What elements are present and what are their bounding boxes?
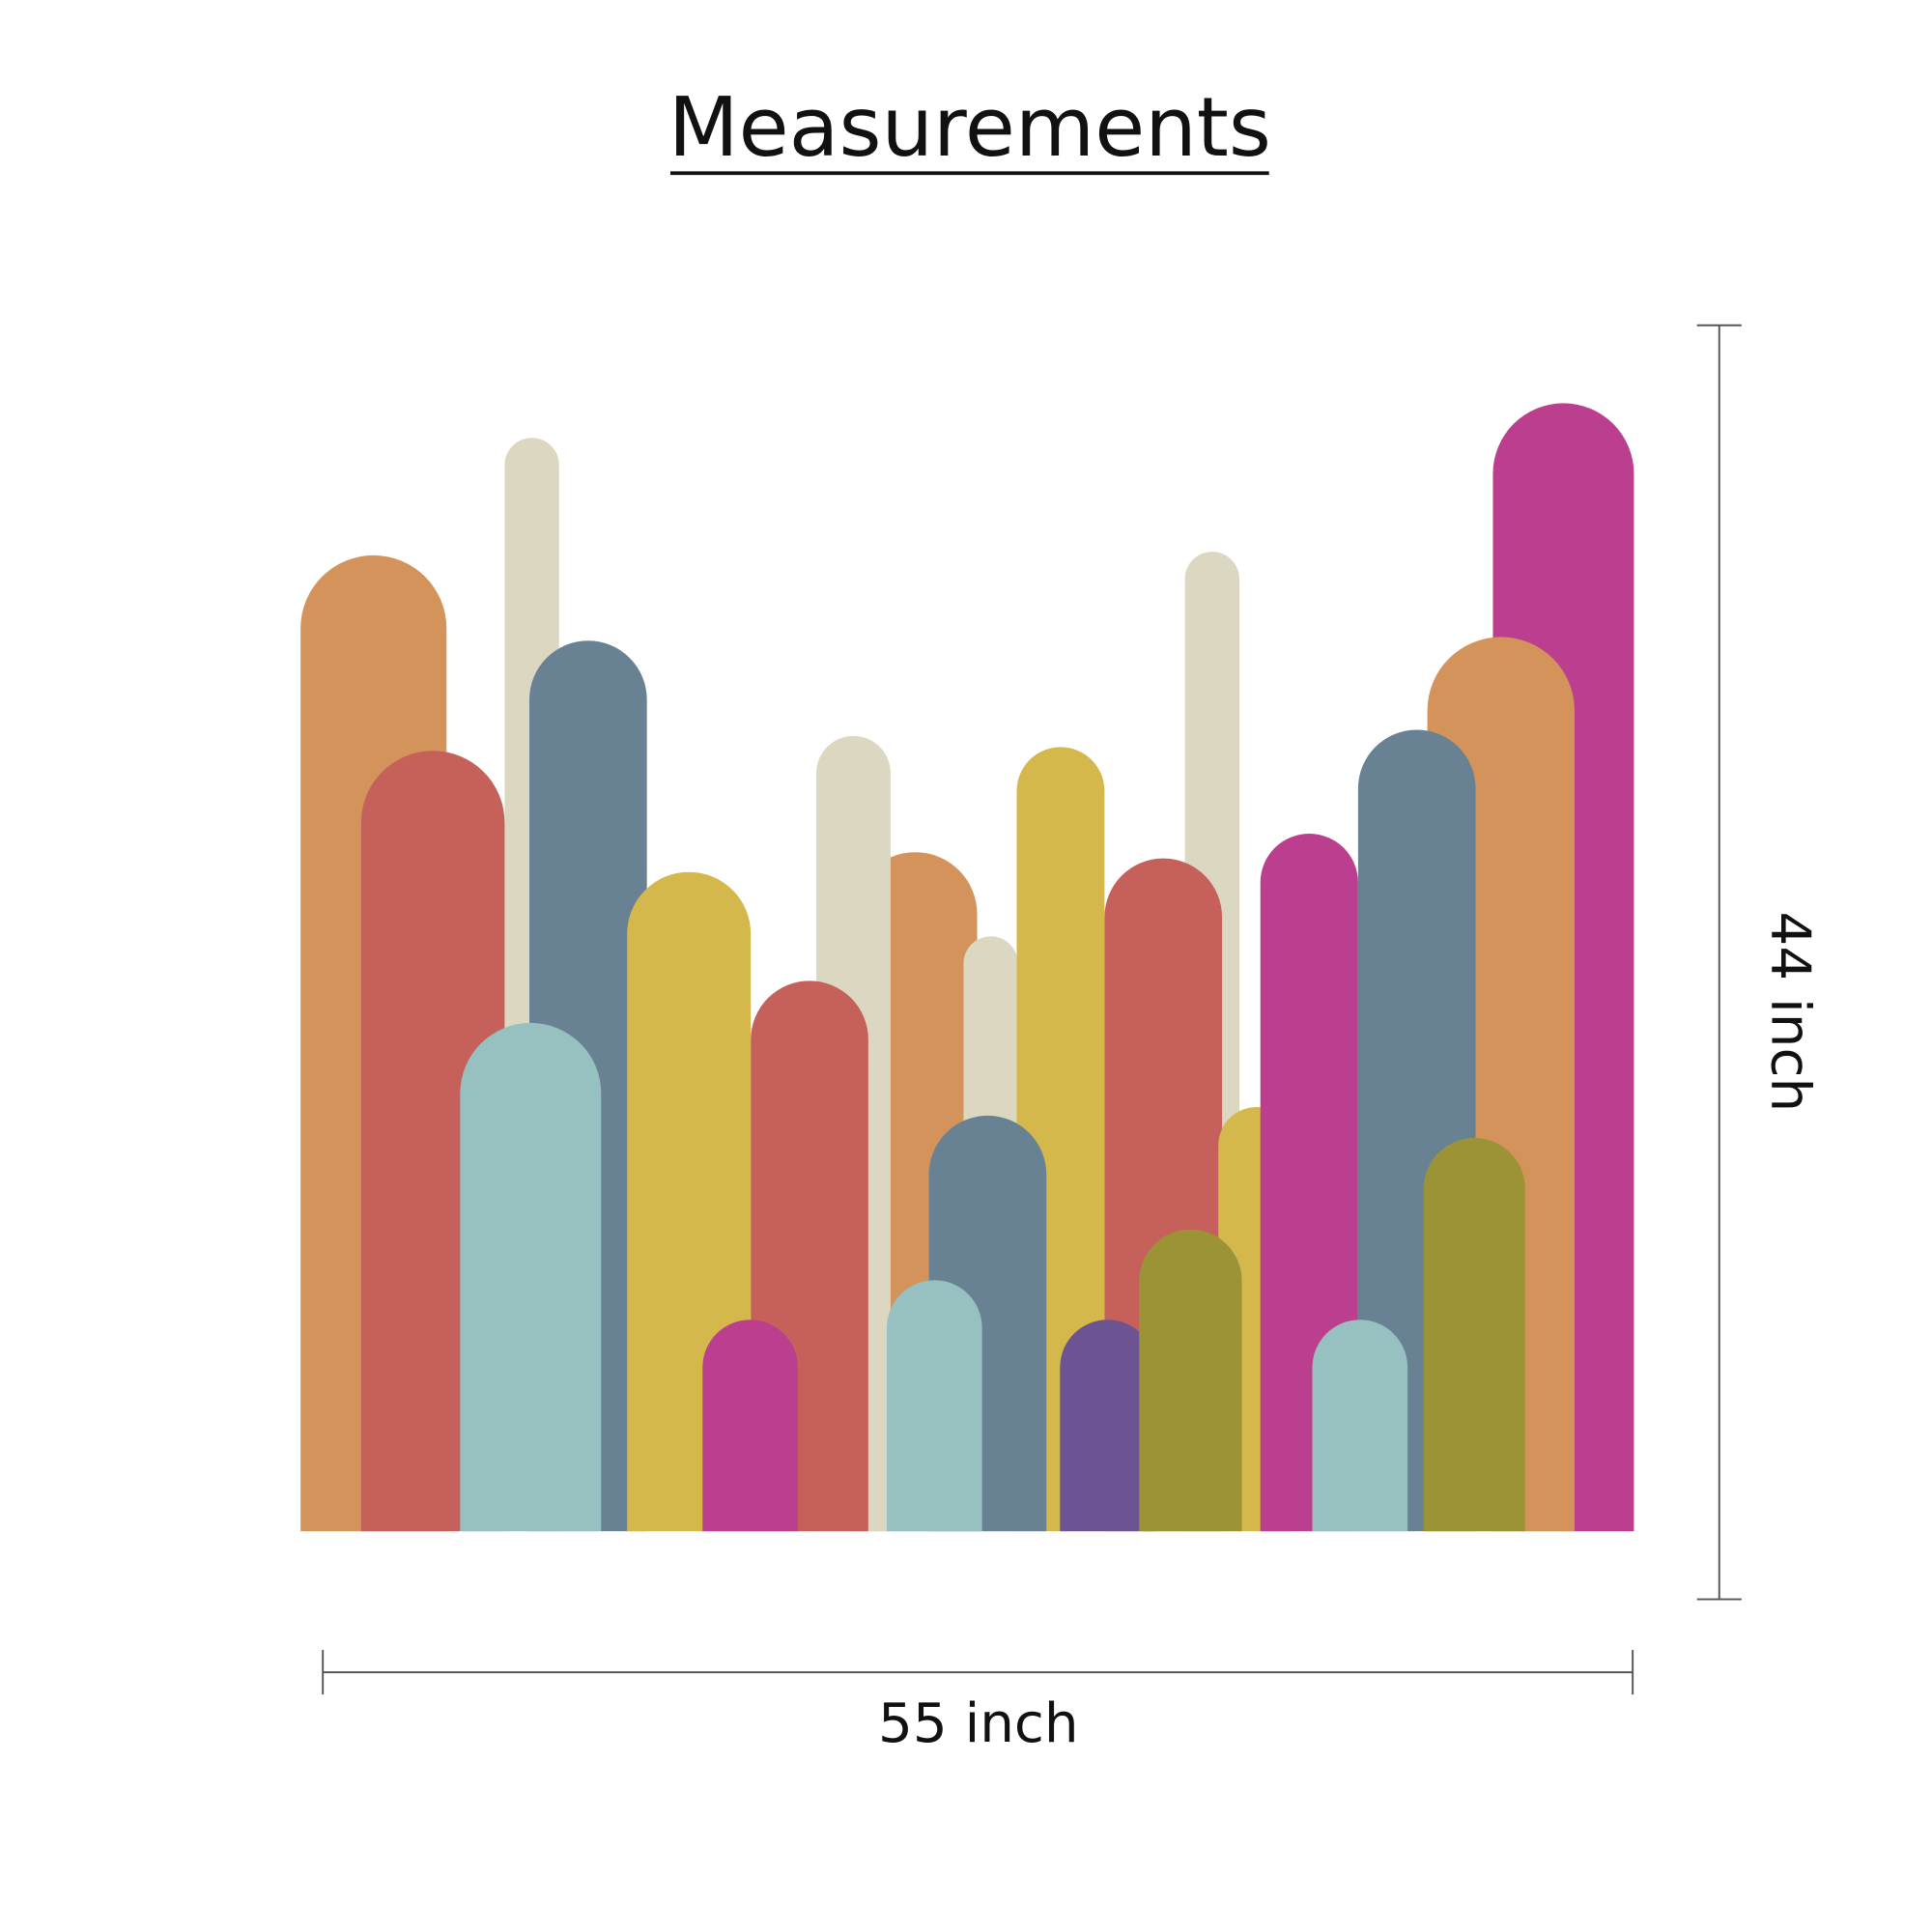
decorative-pill <box>1060 1320 1155 1532</box>
decorative-pill <box>887 1280 982 1532</box>
decorative-bars <box>300 403 1634 1532</box>
decorative-pill <box>1139 1229 1242 1532</box>
decorative-pill <box>1423 1137 1525 1532</box>
height-label: 44 inch <box>1759 912 1822 1113</box>
width-label: 55 inch <box>878 1692 1079 1755</box>
decorative-pill <box>460 1022 602 1532</box>
decorative-pill <box>1312 1320 1408 1532</box>
decorative-pill <box>702 1320 798 1532</box>
title: Measurements <box>668 80 1271 175</box>
